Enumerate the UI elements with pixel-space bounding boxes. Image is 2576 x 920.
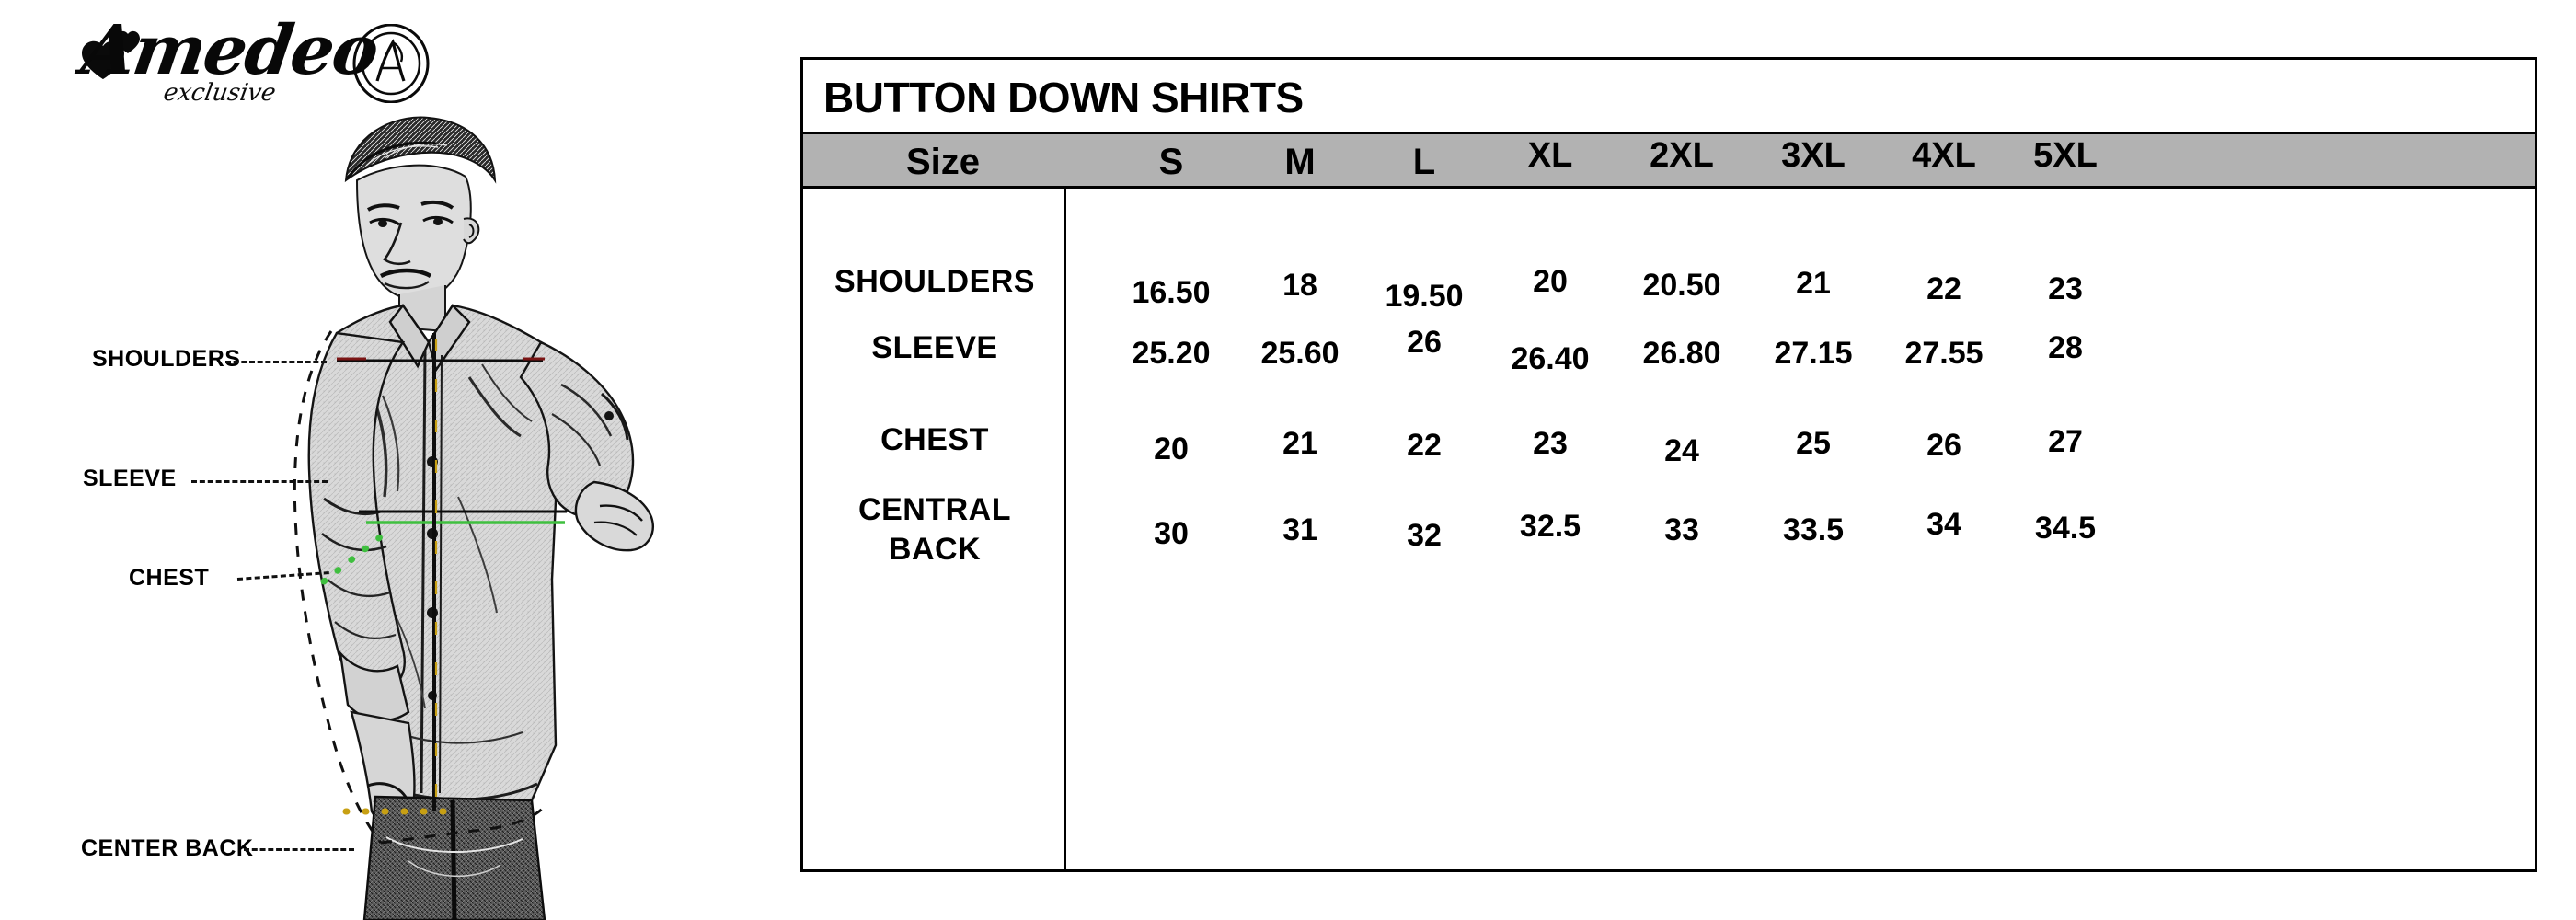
cell-central-back-xl: 32.5 [1519,509,1581,544]
row-label-sleeve: SLEEVE [871,330,998,365]
cell-chest-4xl: 26 [1926,428,1961,463]
illustration-panel: Amedeo exclusive [0,0,800,920]
table-title: BUTTON DOWN SHIRTS [823,74,1304,121]
double-heart-icon [82,30,140,79]
cell-sleeve-3xl: 27.15 [1774,336,1853,371]
cell-shoulders-5xl: 23 [2048,271,2083,306]
label-column-divider [1064,189,1066,869]
size-header-m: M [1284,142,1316,182]
row-label-central-back: CENTRAL BACK [858,492,1011,567]
size-header-3xl: 3XL [1781,136,1846,175]
size-corner-label: Size [905,142,981,182]
cell-sleeve-l: 26 [1407,325,1442,360]
cell-chest-s: 20 [1154,431,1189,466]
cell-sleeve-m: 25.60 [1260,336,1340,371]
size-header-xl: XL [1527,136,1573,175]
size-chart-table: BUTTON DOWN SHIRTS Size S M L XL 2XL 3XL 4XL 5XL… [800,57,2537,872]
cell-chest-m: 21 [1282,426,1317,461]
cell-shoulders-m: 18 [1282,268,1317,303]
size-header-l: L [1412,142,1436,182]
cell-chest-l: 22 [1407,428,1442,463]
cell-shoulders-2xl: 20.50 [1642,268,1721,303]
cell-sleeve-xl: 26.40 [1511,341,1590,376]
brand-logo: Amedeo exclusive [28,7,430,113]
cell-shoulders-3xl: 21 [1796,266,1831,301]
size-header-s: S [1158,142,1184,182]
cell-central-back-4xl: 34 [1926,507,1961,542]
row-label-chest: CHEST [880,422,989,457]
cell-central-back-2xl: 33 [1664,512,1699,547]
row-label-shoulders: SHOULDERS [834,264,1035,299]
cell-chest-xl: 23 [1533,426,1568,461]
cell-shoulders-xl: 20 [1533,264,1568,299]
cell-chest-3xl: 25 [1796,426,1831,461]
measurement-label-center-back: CENTER BACK [81,835,254,861]
model-illustration [293,116,654,920]
cell-sleeve-4xl: 27.55 [1904,336,1984,371]
cell-chest-5xl: 27 [2048,424,2083,459]
cell-central-back-5xl: 34.5 [2034,511,2097,546]
size-header-band: Size S M L XL 2XL 3XL 4XL 5XL [803,132,2535,189]
leader-line-center-back [244,848,354,851]
cell-central-back-l: 32 [1407,518,1442,553]
monogram-icon [352,24,430,103]
measurement-label-chest: CHEST [129,565,210,591]
cell-shoulders-4xl: 22 [1926,271,1961,306]
cell-central-back-m: 31 [1282,512,1317,547]
measurement-label-sleeve: SLEEVE [83,466,177,491]
measurement-label-shoulders: SHOULDERS [92,346,241,372]
cell-sleeve-s: 25.20 [1132,336,1211,371]
leader-line-shoulders [225,361,327,363]
cell-central-back-3xl: 33.5 [1782,512,1845,547]
size-header-5xl: 5XL [2033,136,2098,175]
leader-line-sleeve [191,480,328,483]
cell-shoulders-l: 19.50 [1385,279,1464,314]
cell-central-back-s: 30 [1154,516,1189,551]
cell-shoulders-s: 16.50 [1132,275,1211,310]
size-header-2xl: 2XL [1650,136,1714,175]
cell-chest-2xl: 24 [1664,433,1699,468]
cell-sleeve-2xl: 26.80 [1642,336,1721,371]
cell-sleeve-5xl: 28 [2048,330,2083,365]
size-header-4xl: 4XL [1912,136,1976,175]
